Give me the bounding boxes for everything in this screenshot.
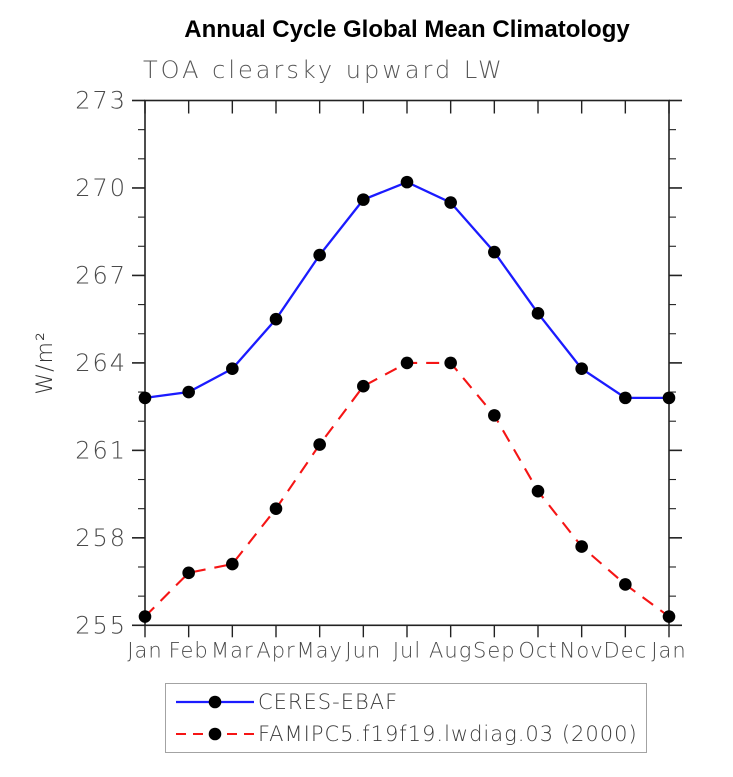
y-tick-label: 255: [75, 611, 127, 639]
chart-title: Annual Cycle Global Mean Climatology: [184, 16, 630, 43]
x-tick-label: Aug: [429, 638, 472, 662]
x-tick-label: Mar: [211, 638, 254, 662]
data-point: [269, 502, 283, 515]
y-axis-tick-labels: 255 258 261 264 267 270 273: [75, 87, 127, 640]
series-line-1: [144, 361, 670, 618]
x-tick-label: Jul: [393, 638, 421, 662]
data-point: [575, 540, 588, 553]
data-point: [357, 193, 370, 206]
data-point: [269, 312, 283, 326]
x-tick-label: Jan: [127, 638, 162, 662]
data-point: [182, 385, 195, 399]
data-point: [531, 307, 545, 320]
x-tick-label: Dec: [604, 638, 648, 662]
legend-line-sample-dashed: [176, 727, 254, 741]
data-point: [357, 379, 370, 393]
y-tick-label: 264: [75, 349, 127, 377]
x-tick-label: Feb: [169, 638, 209, 662]
data-point: [488, 245, 501, 259]
y-tick-label: 267: [75, 261, 127, 289]
data-point: [313, 438, 326, 451]
y-tick-label: 258: [75, 524, 127, 552]
legend-label-model: FAMIPC5.f19f19.lwdiag.03 (2000): [258, 721, 638, 746]
legend-item-model: FAMIPC5.f19f19.lwdiag.03 (2000): [172, 720, 646, 748]
data-point: [575, 362, 588, 376]
x-tick-label: Sep: [473, 638, 516, 662]
data-point: [313, 248, 326, 262]
x-tick-label: May: [296, 638, 342, 662]
data-point: [138, 391, 152, 405]
y-tick-label: 270: [75, 174, 127, 202]
data-point: [444, 196, 457, 209]
data-point: [619, 578, 632, 591]
data-point: [226, 362, 239, 376]
data-point: [226, 557, 239, 571]
x-tick-label: Oct: [518, 638, 557, 662]
data-point: [400, 175, 414, 189]
data-point: [662, 391, 676, 405]
x-axis-tick-labels: Jan Feb Mar Apr May Jun Jul Aug Sep Oct Nov Dec Jan: [127, 638, 686, 662]
x-tick-label: Apr: [256, 638, 295, 662]
data-point: [400, 356, 414, 370]
axis-ticks: [132, 99, 682, 638]
legend-label-observation: CERES-EBAF: [258, 689, 399, 714]
y-axis-label: W/m²: [33, 331, 58, 394]
chart-subtitle: TOA clearsky upward LW: [143, 56, 505, 84]
x-tick-label: Jun: [345, 638, 381, 662]
y-tick-label: 273: [75, 87, 127, 115]
data-point: [662, 610, 676, 623]
data-point: [182, 566, 195, 580]
data-point: [531, 484, 545, 498]
data-point: [619, 391, 632, 405]
y-tick-label: 261: [75, 436, 127, 464]
series-markers-0: [138, 175, 676, 405]
legend-line-sample-solid: [176, 695, 254, 709]
series-markers-1: [138, 356, 676, 623]
legend-item-observation: CERES-EBAF: [172, 688, 646, 716]
x-tick-label: Jan: [651, 638, 686, 662]
x-tick-label: Nov: [560, 638, 604, 662]
data-point: [444, 356, 457, 370]
data-point: [488, 409, 501, 422]
legend: CERES-EBAF FAMIPC5.f19f19.lwdiag.03 (200…: [165, 683, 647, 753]
data-point: [138, 610, 152, 623]
